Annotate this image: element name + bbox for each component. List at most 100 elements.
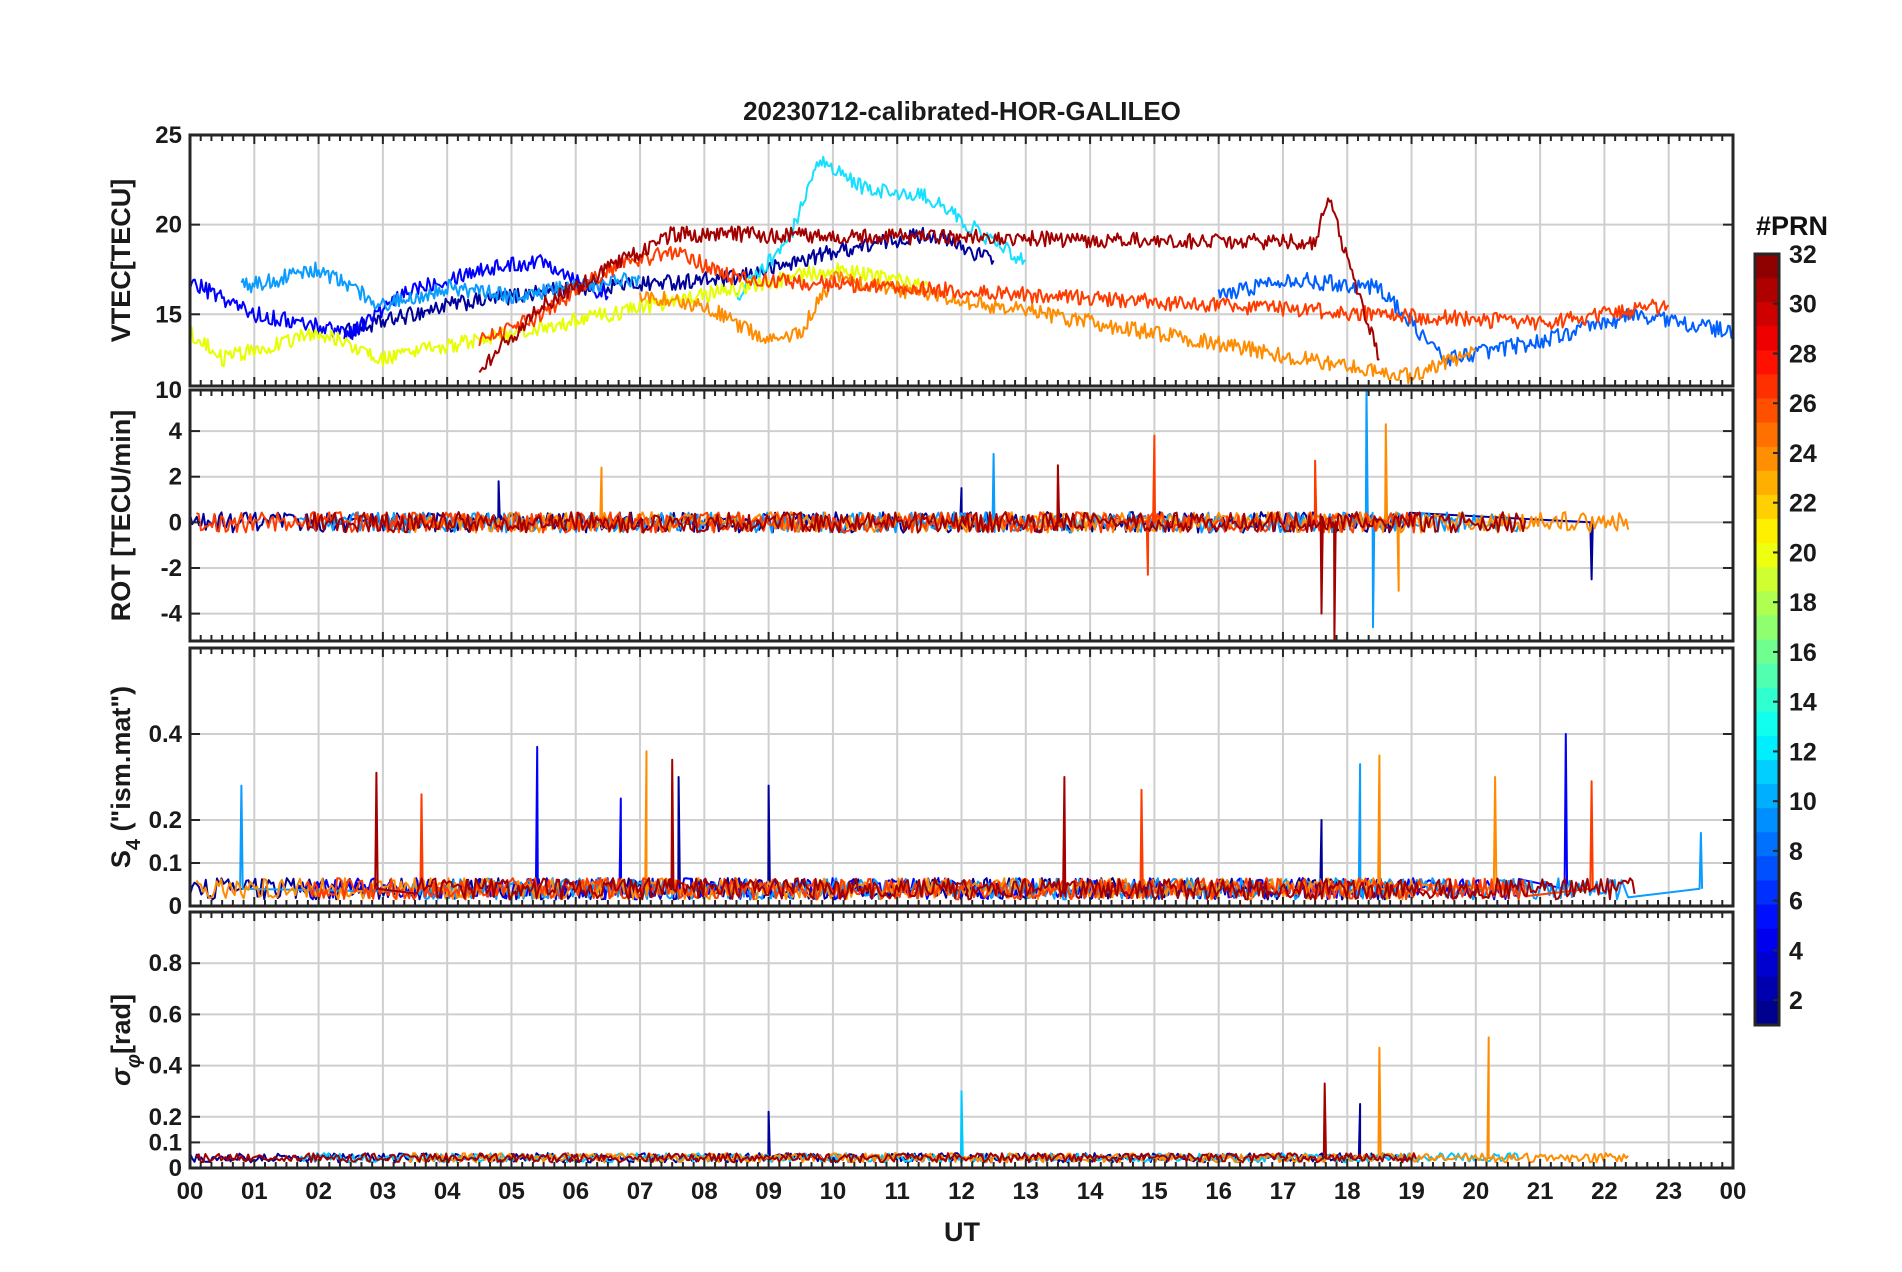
ytick-label: 0 — [169, 893, 182, 920]
colorbar-segment — [1755, 832, 1779, 857]
colorbar-tick-label: 2 — [1789, 987, 1803, 1015]
colorbar-tick-label: 14 — [1789, 689, 1817, 717]
ytick-label: 25 — [155, 122, 182, 149]
x-axis-label: UT — [944, 1217, 980, 1247]
series-prn-23 — [407, 1036, 1629, 1164]
xtick-label: 05 — [498, 1178, 525, 1205]
colorbar-segment — [1755, 543, 1779, 568]
series-prn-31 — [304, 464, 1527, 641]
figure-title: 20230712-calibrated-HOR-GALILEO — [743, 96, 1181, 126]
panel-rot: -4 -2 0 2 4 10 ROT [TECU/min] — [106, 377, 1735, 643]
colorbar-segment — [1755, 663, 1779, 689]
minor-ticks — [189, 648, 1734, 907]
colorbar-segment — [1755, 808, 1779, 833]
series-prn-26 — [304, 780, 1594, 901]
series-prn-9 — [240, 261, 641, 312]
colorbar-segment — [1755, 278, 1779, 303]
colorbar-segment — [1755, 567, 1779, 592]
minor-ticks — [189, 389, 1734, 641]
series-prn-9 — [239, 763, 1704, 901]
x-tick-labels: 00 01 02 03 04 05 06 07 08 09 10 11 12 13 14 15 16 17 18 19… — [177, 1178, 1747, 1205]
y-axis-label: ROT [TECU/min] — [106, 410, 136, 621]
ytick-label: 15 — [155, 301, 182, 328]
panel-s4: 0 0.1 0.2 0.4S4 ("ism.mat") — [106, 646, 1735, 920]
colorbar-segment — [1755, 302, 1779, 327]
xtick-label: 20 — [1462, 1178, 1489, 1205]
xtick-label: 06 — [562, 1178, 589, 1205]
colorbar-segment — [1755, 350, 1779, 376]
xtick-label: 21 — [1527, 1178, 1554, 1205]
colorbar-tick-label: 10 — [1789, 788, 1817, 816]
colorbar-segment — [1755, 687, 1779, 713]
colorbar-segment — [1755, 976, 1779, 1002]
xtick-label: 23 — [1655, 1178, 1682, 1205]
ytick-label: 0.4 — [149, 721, 183, 748]
series-group — [190, 1036, 1629, 1164]
series-group — [190, 733, 1704, 901]
xtick-label: 18 — [1334, 1178, 1361, 1205]
xtick-label: 10 — [820, 1178, 847, 1205]
colorbar-tick-label: 6 — [1789, 888, 1803, 916]
ytick-label: 0.2 — [149, 1104, 182, 1131]
colorbar-tick-label: 26 — [1789, 390, 1817, 418]
ytick-label: 0 — [169, 1155, 182, 1182]
ytick-label: 4 — [169, 418, 183, 445]
colorbar-segment — [1755, 422, 1779, 448]
series-prn-19 — [190, 262, 931, 368]
colorbar-tick-label: 28 — [1789, 340, 1817, 368]
ytick-label: -2 — [161, 555, 182, 582]
xtick-label: 09 — [755, 1178, 782, 1205]
minor-ticks — [189, 912, 1734, 1169]
ytick-label: 10 — [155, 377, 182, 404]
xtick-label: 12 — [948, 1178, 975, 1205]
colorbar-tick-label: 32 — [1789, 241, 1817, 269]
xtick-label: 00 — [1720, 1178, 1747, 1205]
ytick-label: 0.2 — [149, 807, 182, 834]
series-prn-9 — [299, 390, 1520, 629]
colorbar-tick-label: 24 — [1789, 440, 1817, 468]
colorbar-segment — [1755, 928, 1779, 954]
series-prn-31 — [374, 758, 1636, 901]
series-prn-5 — [298, 733, 1569, 901]
colorbar-tick-label: 16 — [1789, 639, 1817, 667]
xtick-label: 04 — [434, 1178, 461, 1205]
xtick-label: 19 — [1398, 1178, 1425, 1205]
colorbar-segment — [1755, 254, 1779, 279]
y-axis-label: S4 ("ism.mat") — [106, 686, 145, 868]
xtick-label: 14 — [1077, 1178, 1104, 1205]
xtick-label: 03 — [370, 1178, 397, 1205]
series-prn-11 — [298, 1090, 1520, 1164]
xtick-label: 13 — [1012, 1178, 1039, 1205]
colorbar-segment — [1755, 735, 1779, 761]
colorbar-segment — [1755, 446, 1779, 472]
colorbar-segment — [1755, 856, 1779, 882]
series-prn-26 — [478, 245, 1670, 347]
xtick-label: 08 — [691, 1178, 718, 1205]
series-prn-31 — [195, 1082, 1417, 1164]
ytick-label: -4 — [161, 601, 183, 628]
colorbar-segment — [1755, 494, 1779, 520]
xtick-label: 15 — [1141, 1178, 1168, 1205]
colorbar-title: #PRN — [1756, 211, 1828, 241]
colorbar-segment — [1755, 374, 1779, 400]
colorbar-tick-label: 22 — [1789, 490, 1817, 518]
xtick-label: 07 — [627, 1178, 654, 1205]
colorbar-segment — [1755, 1000, 1779, 1026]
series-prn-7 — [1217, 272, 1733, 367]
colorbar-segment — [1755, 711, 1779, 737]
colorbar-tick-label: 18 — [1789, 589, 1817, 617]
colorbar-tick-label: 20 — [1789, 539, 1817, 567]
colorbar-frame — [1753, 252, 1781, 1027]
colorbar-tick-label: 30 — [1789, 291, 1817, 319]
colorbar-segment — [1755, 591, 1779, 617]
xtick-label: 17 — [1270, 1178, 1297, 1205]
colorbar-segment — [1755, 470, 1779, 496]
colorbar-segment — [1755, 952, 1779, 978]
series-prn-23 — [407, 423, 1630, 592]
xtick-label: 02 — [305, 1178, 332, 1205]
ytick-label: 0.1 — [149, 850, 182, 877]
ytick-label: 0.6 — [149, 1001, 182, 1028]
series-prn-1 — [343, 226, 995, 340]
